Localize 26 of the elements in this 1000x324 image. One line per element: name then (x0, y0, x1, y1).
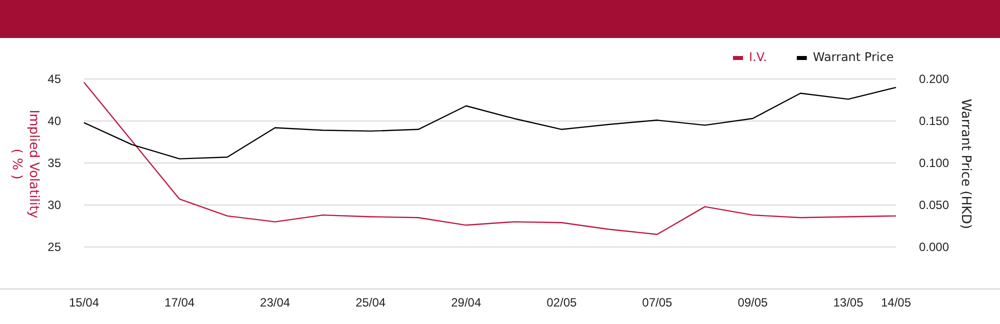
x-tick-label: 14/05 (880, 296, 912, 310)
line-series (83, 82, 897, 235)
x-tick-label: 15/04 (68, 296, 100, 310)
y-tick-label: 35 (48, 156, 62, 170)
line-series (83, 86, 897, 160)
legend-label: I.V. (749, 50, 767, 64)
y-tick-label: 45 (48, 72, 62, 86)
y2-tick-label: 0.100 (919, 156, 950, 170)
x-tick-label: 02/05 (546, 296, 577, 310)
y-tick-label: 25 (48, 240, 62, 254)
y-tick-label: 30 (48, 198, 62, 212)
x-tick-label: 25/04 (356, 296, 386, 310)
y2-tick-label: 0.050 (919, 198, 950, 212)
y2-axis-title: Warrant Price (HKD) (958, 98, 973, 230)
y2-tick-label: 0.000 (919, 240, 950, 254)
y2-tick-label: 0.150 (919, 114, 950, 128)
x-tick-label: 29/04 (451, 296, 482, 310)
y-tick-label: 40 (48, 114, 62, 128)
x-tick-label: 17/04 (164, 296, 195, 310)
y2-tick-label: 0.200 (919, 72, 950, 86)
x-tick-label: 13/05 (833, 296, 864, 310)
y-axis-title: Implied Volatility ( % ) (9, 110, 41, 219)
x-tick-label: 07/05 (642, 296, 673, 310)
x-tick-label: 23/04 (260, 296, 290, 310)
legend-label: Warrant Price (812, 50, 894, 64)
x-tick-label: 09/05 (738, 296, 768, 310)
